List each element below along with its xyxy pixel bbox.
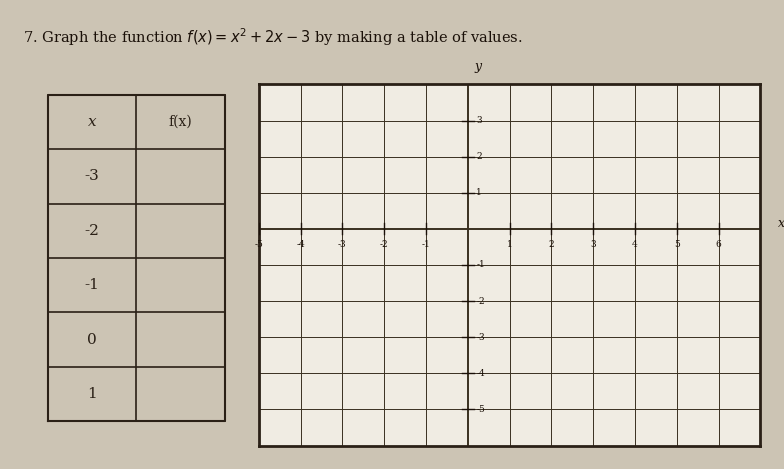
Text: 1: 1 [476,188,482,197]
Text: -4: -4 [476,369,485,378]
Text: -3: -3 [85,169,100,183]
Text: 1: 1 [506,240,513,249]
Text: 1: 1 [87,387,97,401]
Text: -1: -1 [422,240,430,249]
Text: 7. Graph the function $f(x)=x^2+2x-3$ by making a table of values.: 7. Graph the function $f(x)=x^2+2x-3$ by… [23,27,523,48]
Text: -2: -2 [379,240,389,249]
Text: y: y [474,60,482,73]
Text: 5: 5 [674,240,680,249]
Text: f(x): f(x) [169,115,193,129]
Text: -4: -4 [296,240,305,249]
Text: -5: -5 [254,240,263,249]
Text: 3: 3 [590,240,596,249]
Text: 0: 0 [87,333,97,347]
Text: -1: -1 [476,260,485,270]
Text: -3: -3 [476,333,485,342]
Text: -5: -5 [476,405,485,414]
Text: x: x [778,217,784,230]
Text: 2: 2 [476,152,482,161]
Text: -3: -3 [338,240,347,249]
Text: -2: -2 [476,296,485,306]
Text: 6: 6 [716,240,721,249]
Text: -2: -2 [85,224,100,238]
Text: 3: 3 [476,116,482,125]
Text: x: x [88,115,96,129]
Text: 4: 4 [632,240,638,249]
Text: 2: 2 [549,240,554,249]
Text: -1: -1 [85,278,100,292]
